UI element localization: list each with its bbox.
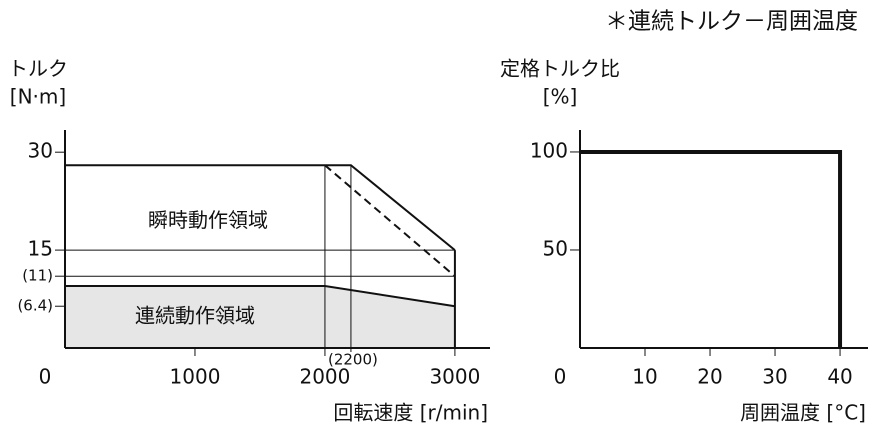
area-fill <box>65 285 455 348</box>
series-line <box>324 164 456 277</box>
y-tick-label: 30 <box>28 139 53 163</box>
x-tick-label: (2200) <box>328 351 378 369</box>
y-tick-label: 100 <box>530 138 568 162</box>
y-axis-unit: [N·m] <box>10 85 66 109</box>
x-axis-label: 周囲温度 [°C] <box>740 401 866 425</box>
series-line <box>580 149 843 348</box>
x-tick-label: 0 <box>39 365 52 389</box>
annotation: ＊連続トルク－周囲温度 <box>605 9 858 35</box>
region-label: 瞬時動作領域 <box>148 208 268 232</box>
series-line <box>65 164 456 251</box>
region-label: 連続動作領域 <box>135 303 255 327</box>
y-tick-label: (6.4) <box>17 297 53 315</box>
x-tick-label: 0 <box>554 365 567 389</box>
x-tick-label: 2000 <box>299 365 350 389</box>
y-tick-label: 50 <box>543 236 568 260</box>
y-axis-label: 定格トルク比 <box>500 57 620 81</box>
y-tick-label: 15 <box>28 237 53 261</box>
y-axis-unit: [%] <box>543 85 578 109</box>
x-tick-label: 3000 <box>429 365 480 389</box>
x-tick-label: 10 <box>632 365 657 389</box>
x-tick-label: 20 <box>697 365 722 389</box>
y-axis-label: トルク <box>8 57 68 81</box>
x-tick-label: 30 <box>762 365 787 389</box>
series-line <box>65 284 456 308</box>
y-tick-label: (11) <box>22 267 53 285</box>
x-tick-label: 1000 <box>170 365 221 389</box>
x-tick-label: 40 <box>827 365 852 389</box>
x-axis-label: 回転速度 [r/min] <box>333 401 488 425</box>
